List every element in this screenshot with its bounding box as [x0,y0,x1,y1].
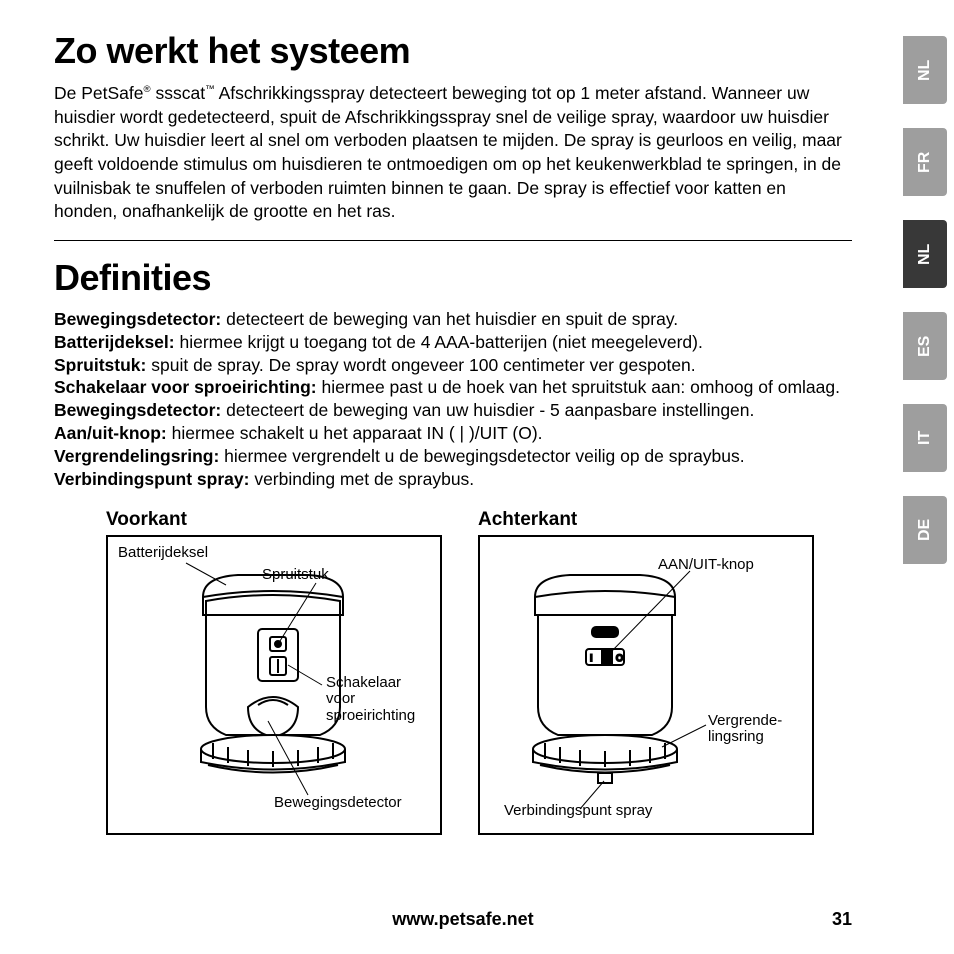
definition-item: Vergrendelingsring: hiermee vergrendelt … [54,446,852,468]
lang-tab-nl[interactable]: NL [903,36,947,104]
heading-how-it-works: Zo werkt het systeem [54,30,852,72]
definition-item: Batterijdeksel: hiermee krijgt u toegang… [54,332,852,354]
lang-tab-nl[interactable]: NL [903,220,947,288]
label-lock-ring: Vergrende- lingsring [708,713,782,746]
lang-tab-es[interactable]: ES [903,312,947,380]
label-motion-detector: Bewegingsdetector [274,795,402,812]
diagram-front-title: Voorkant [106,509,442,531]
label-spray-connection: Verbindingspunt spray [504,803,652,820]
label-spray-switch: Schakelaar voor sproeirichting [326,675,436,725]
definition-item: Aan/uit-knop: hiermee schakelt u het app… [54,423,852,445]
section-divider [54,240,852,241]
intro-paragraph: De PetSafe® ssscat™ Afschrikkingsspray d… [54,82,852,224]
heading-definitions: Definities [54,257,852,299]
label-onoff: AAN/UIT-knop [658,557,754,574]
page-number: 31 [832,909,852,930]
lang-tab-de[interactable]: DE [903,496,947,564]
svg-text:O: O [616,653,623,663]
definition-item: Schakelaar voor sproeirichting: hiermee … [54,377,852,399]
diagram-front: Voorkant [106,509,442,835]
label-nozzle: Spruitstuk [262,567,329,584]
language-tabs: NL FR NL ES IT DE [903,36,947,588]
diagram-back-frame: I O [478,535,814,835]
lang-tab-fr[interactable]: FR [903,128,947,196]
device-back-svg: I O [480,537,812,833]
footer-url: www.petsafe.net [94,909,832,930]
page-footer: www.petsafe.net 31 [54,909,852,930]
label-battery-cover: Batterijdeksel [118,545,208,562]
diagram-front-frame: Batterijdeksel Spruitstuk Schakelaar voo… [106,535,442,835]
page-content: Zo werkt het systeem De PetSafe® ssscat™… [54,30,852,835]
definition-item: Verbindingspunt spray: verbinding met de… [54,469,852,491]
definition-item: Bewegingsdetector: detecteert de bewegin… [54,400,852,422]
lang-tab-it[interactable]: IT [903,404,947,472]
svg-text:I: I [590,653,593,663]
definition-item: Bewegingsdetector: detecteert de bewegin… [54,309,852,331]
definitions-list: Bewegingsdetector: detecteert de bewegin… [54,309,852,491]
diagram-back: Achterkant I O [478,509,814,835]
diagrams-row: Voorkant [54,509,852,835]
definition-item: Spruitstuk: spuit de spray. De spray wor… [54,355,852,377]
diagram-back-title: Achterkant [478,509,814,531]
